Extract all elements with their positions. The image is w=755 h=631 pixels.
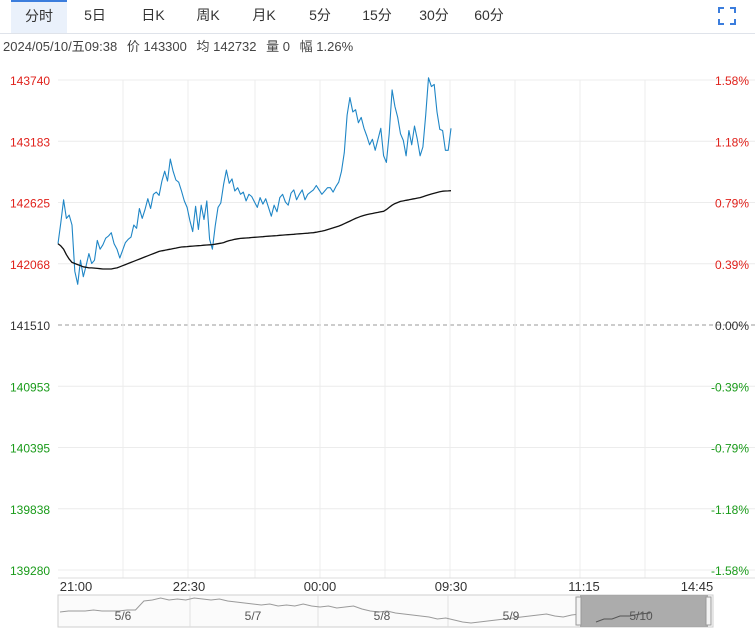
pct-tick-label: 0.00% bbox=[715, 319, 749, 333]
tab-15min[interactable]: 15分 bbox=[362, 7, 392, 23]
navigator-history-line bbox=[59, 597, 581, 624]
pct-tick-label: -0.79% bbox=[711, 442, 749, 456]
y-tick-label: 139280 bbox=[10, 564, 50, 578]
average-price-line bbox=[57, 190, 452, 270]
x-tick-label: 22:30 bbox=[173, 579, 206, 594]
y-tick-label: 140395 bbox=[10, 442, 50, 456]
navigator-handle bbox=[705, 596, 712, 626]
navigator-handle bbox=[575, 596, 582, 626]
pct-tick-label: -0.39% bbox=[711, 380, 749, 394]
y-tick-label: 143183 bbox=[10, 135, 50, 149]
y-tick-label: 142068 bbox=[10, 258, 50, 272]
quote-info-bar: 2024/05/10/五09:38 价 143300 均 142732 量 0 … bbox=[3, 36, 353, 58]
tab-intraday[interactable]: 分时 bbox=[11, 0, 67, 33]
y-tick-label: 140953 bbox=[10, 380, 50, 394]
tab-monthly-k[interactable]: 月K bbox=[252, 7, 276, 23]
x-tick-label: 00:00 bbox=[304, 579, 337, 594]
pct-tick-label: 0.79% bbox=[715, 197, 749, 211]
price-line bbox=[57, 77, 452, 285]
tab-5min[interactable]: 5分 bbox=[309, 7, 331, 23]
navigator-selection bbox=[580, 595, 708, 627]
fullscreen-expand-icon[interactable] bbox=[717, 6, 737, 26]
x-tick-label: 11:15 bbox=[568, 579, 600, 594]
x-tick-label: 14:45 bbox=[681, 579, 714, 594]
price-value: 143300 bbox=[143, 39, 187, 54]
avg-value: 142732 bbox=[213, 39, 257, 54]
tab-weekly-k[interactable]: 周K bbox=[196, 7, 220, 23]
y-tick-label: 139838 bbox=[10, 503, 50, 517]
volume-label: 量 bbox=[266, 39, 280, 54]
x-tick-label: 09:30 bbox=[435, 579, 468, 594]
y-tick-label: 142625 bbox=[10, 197, 50, 211]
navigator-date-label: 5/6 bbox=[115, 609, 132, 623]
tab-5day[interactable]: 5日 bbox=[84, 7, 106, 23]
tab-60min[interactable]: 60分 bbox=[474, 7, 504, 23]
change-value: 1.26% bbox=[316, 39, 354, 54]
pct-tick-label: 1.58% bbox=[715, 74, 749, 88]
volume-value: 0 bbox=[282, 39, 291, 54]
avg-label: 均 bbox=[196, 39, 210, 54]
navigator-date-label: 5/10 bbox=[629, 609, 653, 623]
change-label: 幅 bbox=[299, 39, 313, 54]
navigator-selection-line bbox=[595, 612, 651, 623]
pct-tick-label: 0.39% bbox=[715, 258, 749, 272]
navigator-date-label: 5/8 bbox=[374, 609, 391, 623]
quote-datetime: 2024/05/10/五09:38 bbox=[3, 39, 118, 54]
tab-30min[interactable]: 30分 bbox=[419, 7, 449, 23]
pct-tick-label: 1.18% bbox=[715, 135, 749, 149]
pct-tick-label: -1.58% bbox=[711, 564, 749, 578]
period-tab-bar: 分时 5日 日K 周K 月K 5分 15分 30分 60分 bbox=[0, 0, 755, 34]
x-tick-label: 21:00 bbox=[60, 579, 93, 594]
y-tick-label: 143740 bbox=[10, 74, 50, 88]
navigator-date-label: 5/9 bbox=[503, 609, 520, 623]
navigator-date-label: 5/7 bbox=[245, 609, 262, 623]
tab-daily-k[interactable]: 日K bbox=[141, 7, 165, 23]
pct-tick-label: -1.18% bbox=[711, 503, 749, 517]
price-label: 价 bbox=[126, 39, 140, 54]
y-tick-label: 141510 bbox=[10, 319, 50, 333]
